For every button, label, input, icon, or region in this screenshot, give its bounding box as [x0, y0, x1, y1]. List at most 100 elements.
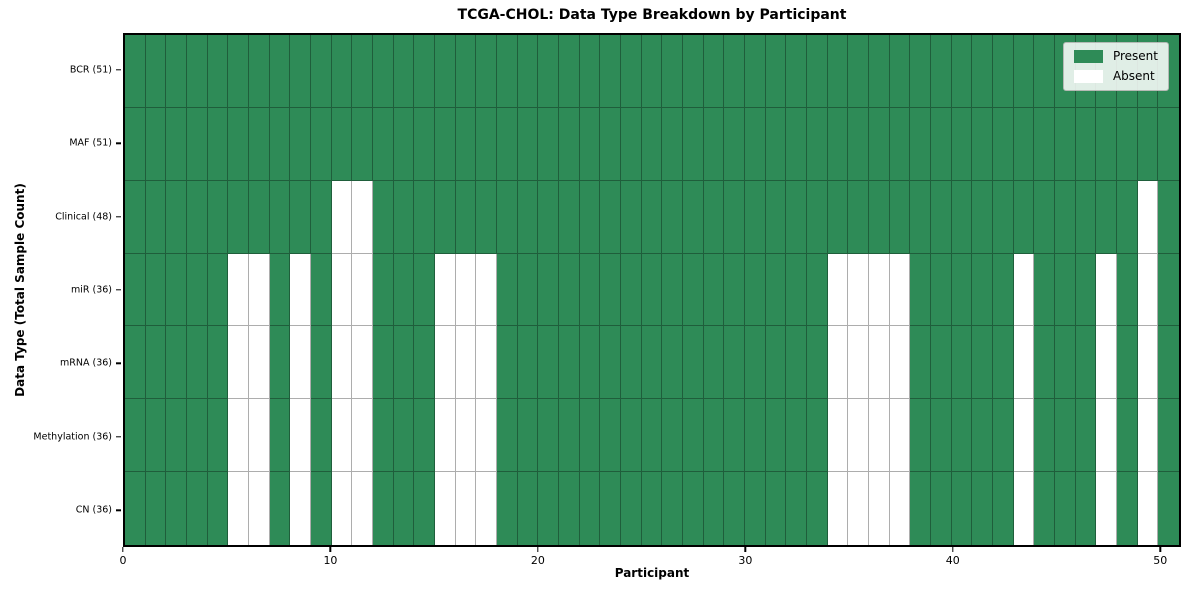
cell-methylation-participant-39	[930, 399, 952, 473]
cell-maf-participant-43	[1013, 107, 1035, 181]
cell-mrna-participant-11	[352, 326, 373, 400]
cell-maf-participant-7	[269, 107, 291, 181]
cell-mrna-participant-2	[166, 326, 187, 400]
cell-mrna-participant-50	[1158, 326, 1179, 400]
cell-mrna-participant-48	[1116, 326, 1138, 400]
cell-cn-participant-8	[290, 472, 311, 545]
cell-mrna-participant-47	[1096, 326, 1117, 400]
cell-clinical-participant-32	[786, 180, 807, 254]
cell-clinical-participant-33	[806, 180, 828, 254]
cell-maf-participant-19	[517, 107, 539, 181]
cell-maf-participant-12	[372, 107, 394, 181]
cell-cn-participant-43	[1013, 472, 1035, 545]
cell-mrna-participant-10	[331, 326, 353, 400]
absent-swatch-icon	[1073, 70, 1103, 83]
cell-maf-participant-38	[910, 107, 931, 181]
cell-cn-participant-24	[620, 472, 642, 545]
cell-cn-participant-31	[765, 472, 787, 545]
cell-clinical-participant-27	[682, 180, 704, 254]
cell-mrna-participant-14	[414, 326, 435, 400]
cell-mrna-participant-49	[1137, 326, 1159, 400]
y-tick-mark-clinical	[116, 215, 121, 218]
cell-cn-participant-17	[476, 472, 497, 545]
cell-methylation-participant-24	[620, 399, 642, 473]
y-tick-mark-maf	[116, 142, 121, 144]
cell-maf-participant-37	[889, 107, 911, 181]
cell-clinical-participant-13	[393, 180, 415, 254]
cell-mrna-participant-6	[248, 326, 270, 400]
cell-clinical-participant-14	[414, 180, 435, 254]
cell-methylation-participant-8	[290, 399, 311, 473]
cell-clinical-participant-37	[889, 180, 911, 254]
cell-maf-participant-8	[290, 107, 311, 181]
cell-mir-participant-50	[1158, 253, 1179, 327]
legend-item-present: Present	[1073, 50, 1158, 63]
cell-clinical-participant-19	[517, 180, 539, 254]
y-tick-label-clinical: Clinical (48)	[55, 211, 112, 223]
cell-mrna-participant-8	[290, 326, 311, 400]
cell-clinical-participant-34	[827, 180, 849, 254]
x-tick-label-40: 40	[945, 554, 960, 567]
cell-cn-participant-35	[848, 472, 869, 545]
cell-cn-participant-14	[414, 472, 435, 545]
cell-mir-participant-29	[724, 253, 745, 327]
cell-bcr-participant-31	[765, 35, 787, 108]
cell-bcr-participant-21	[558, 35, 580, 108]
cell-clinical-participant-29	[724, 180, 745, 254]
cell-maf-participant-4	[207, 107, 229, 181]
cell-clinical-participant-36	[868, 180, 890, 254]
cell-bcr-participant-40	[951, 35, 973, 108]
cell-bcr-participant-30	[744, 35, 766, 108]
cell-maf-participant-14	[414, 107, 435, 181]
cell-maf-participant-10	[331, 107, 353, 181]
cell-bcr-participant-44	[1034, 35, 1055, 108]
cell-clinical-participant-3	[186, 180, 208, 254]
cell-mir-participant-30	[744, 253, 766, 327]
legend: Present Absent	[1062, 42, 1169, 91]
cell-methylation-participant-34	[827, 399, 849, 473]
cell-mir-participant-5	[228, 253, 249, 327]
cell-methylation-participant-35	[848, 399, 869, 473]
cell-methylation-participant-25	[641, 399, 663, 473]
cell-bcr-participant-14	[414, 35, 435, 108]
cell-mrna-participant-36	[868, 326, 890, 400]
cell-maf-participant-25	[641, 107, 663, 181]
cell-cn-participant-39	[930, 472, 952, 545]
cell-cn-participant-42	[992, 472, 1014, 545]
cell-mir-participant-35	[848, 253, 869, 327]
cell-methylation-participant-3	[186, 399, 208, 473]
cell-maf-participant-3	[186, 107, 208, 181]
y-axis-ticks: BCR (51) MAF (51) Clinical (48) miR (36) mRN…	[0, 33, 123, 547]
cell-clinical-participant-6	[248, 180, 270, 254]
cell-maf-participant-47	[1096, 107, 1117, 181]
cell-maf-participant-6	[248, 107, 270, 181]
cell-bcr-participant-34	[827, 35, 849, 108]
cell-clinical-participant-17	[476, 180, 497, 254]
cell-mir-participant-21	[558, 253, 580, 327]
cell-methylation-participant-49	[1137, 399, 1159, 473]
x-tick-mark-0	[122, 547, 124, 552]
cell-methylation-participant-0	[125, 399, 146, 473]
cell-methylation-participant-2	[166, 399, 187, 473]
cell-cn-participant-6	[248, 472, 270, 545]
cell-clinical-participant-21	[558, 180, 580, 254]
x-tick-mark-20	[537, 547, 539, 552]
cell-clinical-participant-20	[538, 180, 559, 254]
y-tick-mark-mrna	[116, 362, 121, 365]
cell-clinical-participant-41	[972, 180, 993, 254]
cell-maf-participant-39	[930, 107, 952, 181]
cell-mir-participant-4	[207, 253, 229, 327]
cell-mrna-participant-3	[186, 326, 208, 400]
cell-methylation-participant-44	[1034, 399, 1055, 473]
cell-methylation-participant-43	[1013, 399, 1035, 473]
cell-cn-participant-32	[786, 472, 807, 545]
cell-clinical-participant-2	[166, 180, 187, 254]
cell-mrna-participant-5	[228, 326, 249, 400]
cell-methylation-participant-37	[889, 399, 911, 473]
cell-bcr-participant-24	[620, 35, 642, 108]
cell-cn-participant-48	[1116, 472, 1138, 545]
cell-bcr-participant-39	[930, 35, 952, 108]
cell-maf-participant-31	[765, 107, 787, 181]
cell-bcr-participant-25	[641, 35, 663, 108]
cell-methylation-participant-14	[414, 399, 435, 473]
